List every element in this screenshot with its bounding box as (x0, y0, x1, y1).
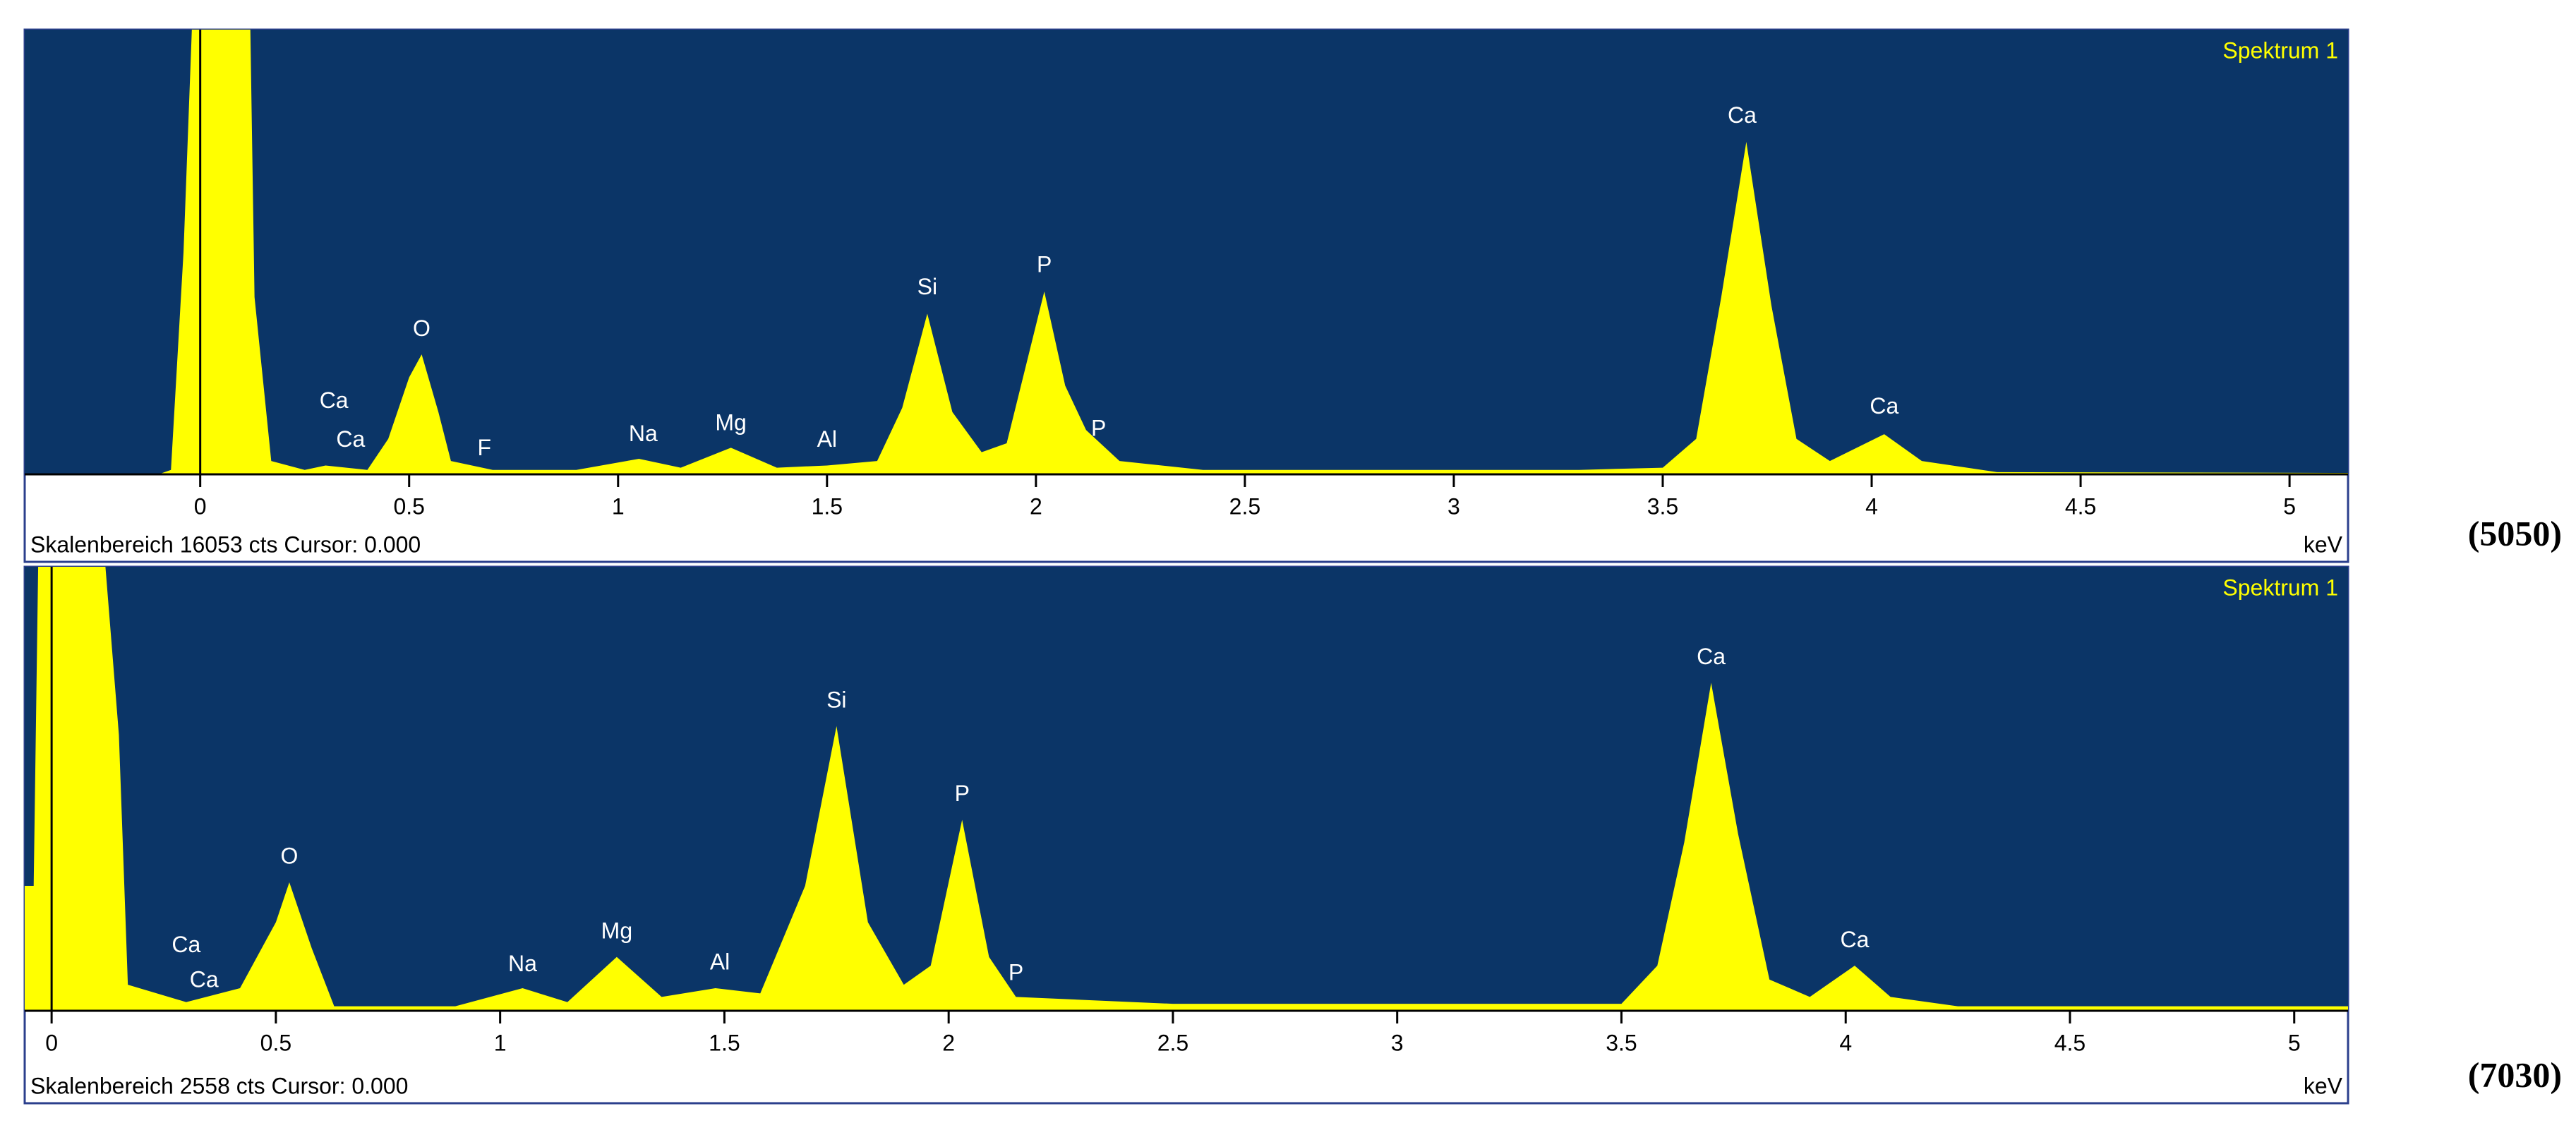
plot-background (25, 30, 2348, 474)
x-tick-label: 1 (494, 1030, 507, 1055)
peak-label: Na (508, 951, 537, 976)
peak-label: Al (710, 949, 730, 975)
x-tick-label: 3.5 (1647, 493, 1678, 519)
peak-label: Mg (601, 918, 632, 943)
x-tick-label: 1 (612, 493, 625, 519)
spectrum-title: Spektrum 1 (2222, 37, 2338, 63)
x-tick-label: 3.5 (1606, 1030, 1637, 1055)
peak-label: Mg (715, 409, 746, 435)
peak-label: Ca (336, 426, 365, 452)
peak-label: Ca (1697, 644, 1726, 669)
peak-label: Ca (1870, 393, 1898, 419)
peak-label: Ca (171, 932, 200, 957)
peak-label: Ca (190, 966, 219, 992)
peak-label: P (955, 781, 970, 806)
plot-background (25, 567, 2348, 1011)
peak-label: Al (817, 426, 837, 452)
x-tick-label: 2.5 (1157, 1030, 1188, 1055)
x-tick-label: 3 (1448, 493, 1460, 519)
peak-label: P (1009, 959, 1023, 985)
unit-label: keV (2304, 1073, 2343, 1098)
x-tick-label: 4 (1865, 493, 1878, 519)
spectrum-panel: 0 0.5 1 1.5 2 2.5 3 3.5 4 4.5 5 Ca Ca O Na Mg Al Si P P Ca Ca… (23, 565, 2562, 1105)
peak-label: O (413, 316, 431, 341)
peak-label: Si (917, 274, 937, 299)
peak-label: Ca (1840, 927, 1869, 952)
x-tick-label: 3 (1391, 1030, 1404, 1055)
x-tick-label: 0 (194, 493, 207, 519)
x-tick-label: 5 (2283, 493, 2296, 519)
x-tick-label: 2 (1030, 493, 1042, 519)
peak-label: Ca (320, 388, 349, 413)
sample-label: (7030) (2468, 1055, 2562, 1094)
x-tick-label: 0.5 (260, 1030, 291, 1055)
x-tick-label: 0.5 (393, 493, 424, 519)
x-tick-label: 5 (2288, 1030, 2301, 1055)
x-tick-label: 1.5 (709, 1030, 740, 1055)
peak-label: P (1037, 252, 1052, 277)
spectrum-title: Spektrum 1 (2222, 575, 2338, 600)
x-tick-label: 4.5 (2054, 1030, 2086, 1055)
sample-label: (5050) (2468, 513, 2562, 553)
x-tick-label: 4 (1839, 1030, 1852, 1055)
x-tick-label: 2.5 (1229, 493, 1260, 519)
x-tick-label: 4.5 (2065, 493, 2096, 519)
unit-label: keV (2304, 532, 2343, 557)
spectrum-area (25, 30, 2348, 474)
peak-label: P (1091, 415, 1106, 440)
x-tick-label: 1.5 (812, 493, 843, 519)
peak-label: O (281, 843, 299, 869)
peak-label: F (478, 435, 492, 460)
x-tick-label: 2 (942, 1030, 955, 1055)
spectrum-area (25, 567, 2348, 1011)
footer-text: Skalenbereich 16053 cts Cursor: 0.000 (30, 532, 421, 557)
peak-label: Si (826, 687, 846, 712)
x-tick-label: 0 (45, 1030, 58, 1055)
peak-label: Ca (1728, 102, 1757, 128)
footer-text: Skalenbereich 2558 cts Cursor: 0.000 (30, 1073, 408, 1098)
peak-label: Na (629, 421, 658, 446)
spectrum-panel: 0 0.5 1 1.5 2 2.5 3 3.5 4 4.5 5 Ca Ca O F Na Mg Al Si P P Ca C… (23, 28, 2562, 563)
